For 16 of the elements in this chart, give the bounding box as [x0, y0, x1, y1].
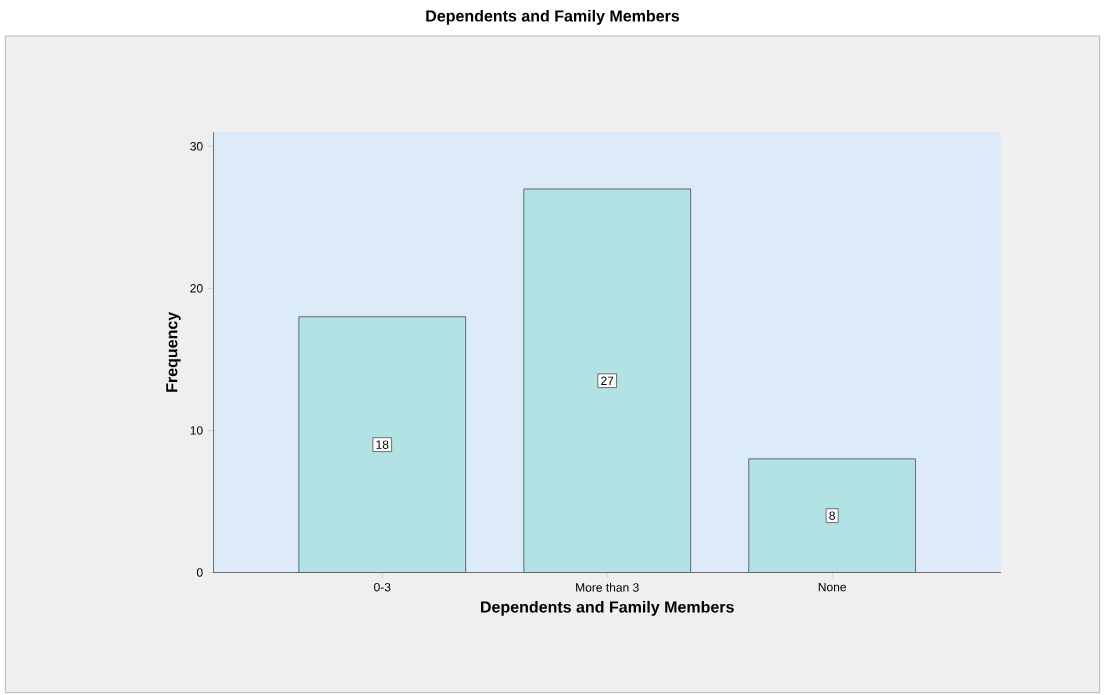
- bar: [748, 458, 916, 573]
- y-tick-label: 0: [196, 568, 203, 577]
- data-label: 8: [829, 511, 835, 520]
- y-tick-label: 30: [190, 141, 203, 151]
- x-tick-label: 0-3: [374, 582, 391, 592]
- y-tick-label: 10: [190, 426, 203, 435]
- bar: [298, 316, 466, 573]
- x-tick-label: More than 3: [576, 582, 639, 592]
- y-tick-label: 20: [190, 283, 203, 293]
- data-label: 27: [601, 376, 614, 385]
- x-tick-label: None: [818, 582, 847, 592]
- y-axis-title: Frequency: [166, 311, 181, 392]
- chart-title: Dependents and Family Members: [426, 9, 680, 25]
- bar: [523, 188, 691, 573]
- data-label: 18: [376, 440, 389, 449]
- x-axis-title: Dependents and Family Members: [481, 600, 734, 616]
